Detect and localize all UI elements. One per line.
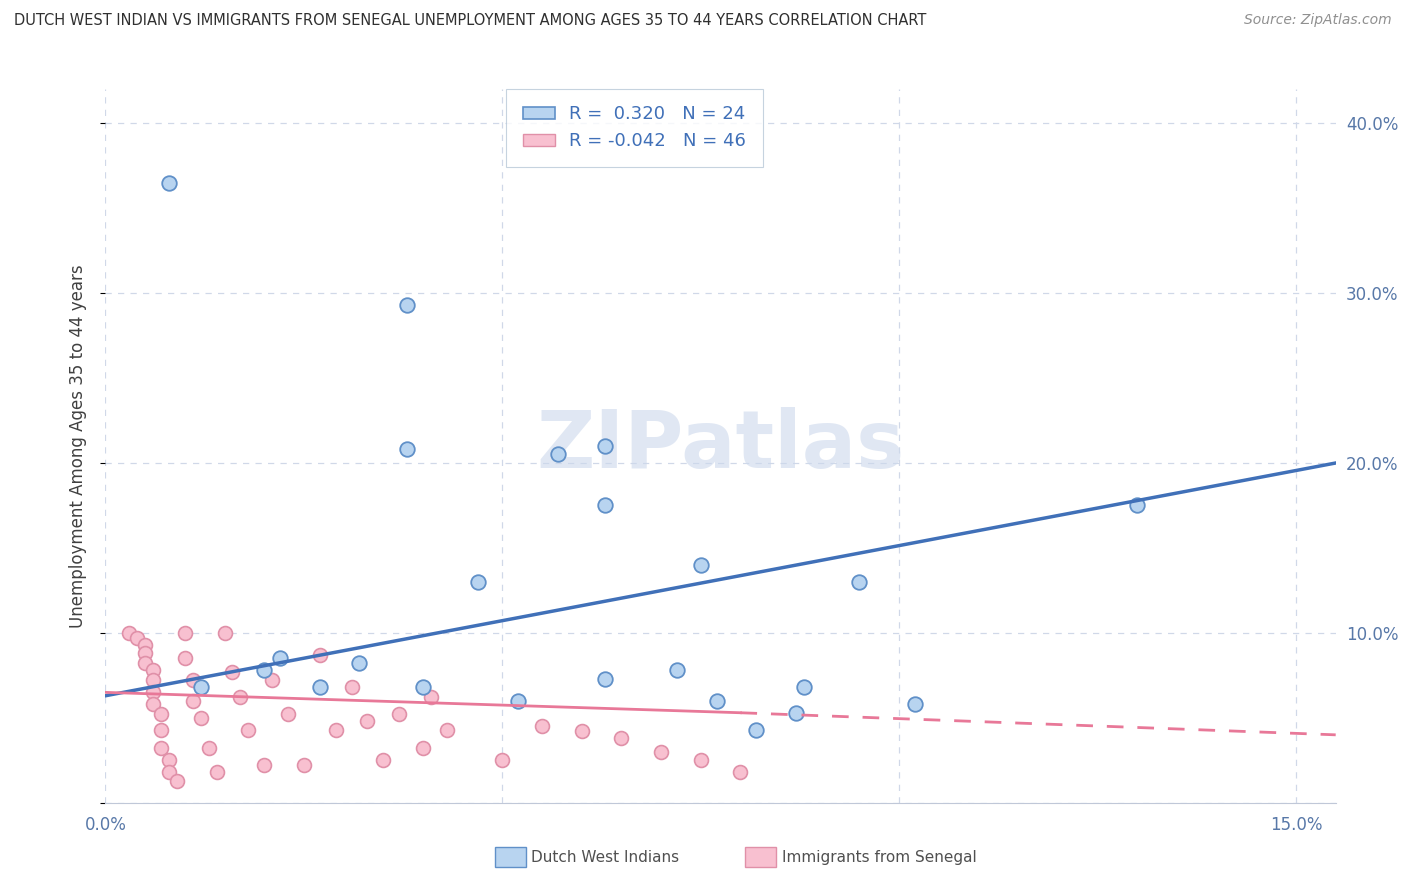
Text: Immigrants from Senegal: Immigrants from Senegal xyxy=(782,850,977,864)
Text: DUTCH WEST INDIAN VS IMMIGRANTS FROM SENEGAL UNEMPLOYMENT AMONG AGES 35 TO 44 YE: DUTCH WEST INDIAN VS IMMIGRANTS FROM SEN… xyxy=(14,13,927,29)
Point xyxy=(262,673,284,688)
Point xyxy=(785,706,807,720)
Point xyxy=(706,694,728,708)
Point xyxy=(205,765,228,780)
Point xyxy=(904,698,927,712)
Point xyxy=(253,758,276,772)
Point xyxy=(190,680,212,694)
Point xyxy=(157,765,180,780)
Point xyxy=(547,448,569,462)
Point xyxy=(419,690,441,705)
Point xyxy=(173,651,195,665)
Point xyxy=(595,672,617,686)
Point xyxy=(150,723,173,737)
Point xyxy=(571,724,593,739)
Point xyxy=(181,673,204,688)
Point xyxy=(127,631,149,645)
Point xyxy=(157,753,180,767)
Point xyxy=(214,626,236,640)
Point xyxy=(356,714,378,729)
Point xyxy=(508,694,530,708)
Point xyxy=(530,719,553,733)
Point xyxy=(1126,499,1149,513)
Point xyxy=(388,707,411,722)
Point xyxy=(436,723,458,737)
Point xyxy=(134,638,156,652)
Point xyxy=(142,663,165,677)
Point xyxy=(665,663,688,677)
Point xyxy=(142,698,165,712)
Point xyxy=(229,690,252,705)
Point xyxy=(412,680,434,694)
Legend: R =  0.320   N = 24, R = -0.042   N = 46: R = 0.320 N = 24, R = -0.042 N = 46 xyxy=(506,89,762,167)
Point xyxy=(745,723,768,737)
Point xyxy=(308,648,330,662)
Point xyxy=(277,707,299,722)
Point xyxy=(467,574,489,589)
Point xyxy=(491,753,513,767)
Point xyxy=(173,626,195,640)
Point xyxy=(157,176,180,190)
Point xyxy=(793,680,815,694)
Point xyxy=(221,665,243,679)
Point xyxy=(349,657,371,671)
Point xyxy=(150,707,173,722)
Point xyxy=(197,741,219,756)
Point xyxy=(142,685,165,699)
Point xyxy=(373,753,395,767)
Point xyxy=(308,680,330,694)
Point xyxy=(142,673,165,688)
Point xyxy=(253,663,276,677)
Point xyxy=(325,723,347,737)
Point xyxy=(610,731,633,746)
Point xyxy=(118,626,141,640)
Point xyxy=(689,558,711,572)
Y-axis label: Unemployment Among Ages 35 to 44 years: Unemployment Among Ages 35 to 44 years xyxy=(69,264,87,628)
Point xyxy=(166,773,188,788)
Point xyxy=(396,442,419,457)
Point xyxy=(396,298,419,312)
Point xyxy=(412,741,434,756)
Point xyxy=(340,680,363,694)
Text: Dutch West Indians: Dutch West Indians xyxy=(531,850,679,864)
Point xyxy=(595,499,617,513)
Point xyxy=(150,741,173,756)
Point xyxy=(730,765,752,780)
Point xyxy=(689,753,711,767)
Point xyxy=(134,657,156,671)
Point xyxy=(650,745,672,759)
Text: ZIPatlas: ZIPatlas xyxy=(537,407,904,485)
Point xyxy=(269,651,291,665)
Point xyxy=(134,646,156,660)
Point xyxy=(190,711,212,725)
Point xyxy=(181,694,204,708)
Point xyxy=(595,439,617,453)
Point xyxy=(848,574,870,589)
Point xyxy=(292,758,315,772)
Text: Source: ZipAtlas.com: Source: ZipAtlas.com xyxy=(1244,13,1392,28)
Point xyxy=(238,723,260,737)
